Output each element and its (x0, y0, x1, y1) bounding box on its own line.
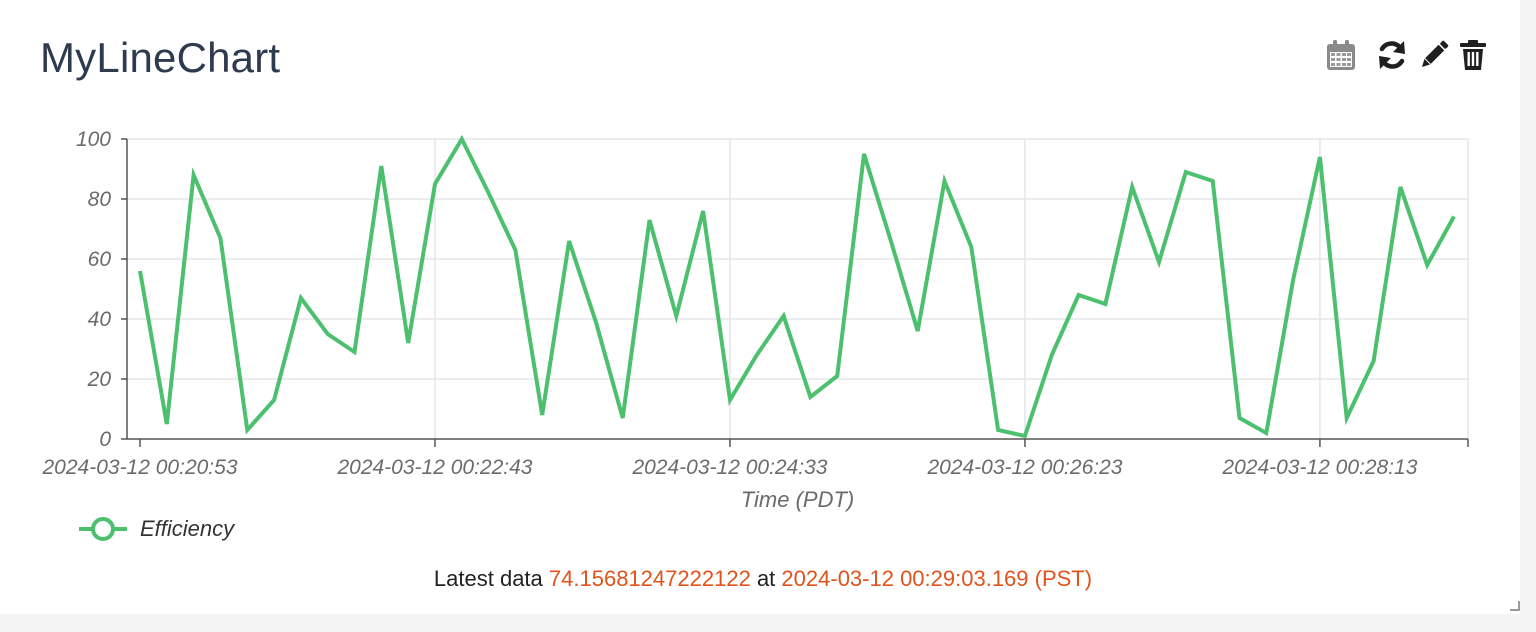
data-point (1264, 431, 1268, 435)
x-tick-label: 2024-03-12 00:24:33 (631, 456, 827, 479)
data-point (1238, 416, 1242, 420)
x-tick-label: 2024-03-12 00:28:13 (1221, 456, 1417, 479)
data-point (433, 182, 437, 186)
y-tick-label: 100 (76, 128, 111, 151)
data-point (1398, 185, 1402, 189)
data-point (594, 320, 598, 324)
data-point (1023, 434, 1027, 438)
data-point (272, 398, 276, 402)
latest-data-prefix: Latest data (433, 566, 543, 591)
data-point (138, 269, 142, 273)
data-point (621, 416, 625, 420)
resize-handle-icon[interactable] (1509, 600, 1520, 611)
y-tick-label: 40 (88, 308, 112, 331)
data-point (969, 245, 973, 249)
legend-item-efficiency[interactable]: Efficiency (78, 512, 234, 546)
calendar-icon[interactable] (1324, 38, 1358, 72)
data-point (1184, 170, 1188, 174)
y-tick-label: 0 (99, 428, 111, 451)
legend-label: Efficiency (140, 516, 235, 541)
series-line-efficiency (138, 134, 1456, 439)
data-point (567, 239, 571, 243)
latest-data-at: at (756, 566, 776, 591)
data-point (1130, 185, 1134, 189)
chart-series (138, 134, 1456, 439)
data-point (1211, 179, 1215, 183)
chart-grid (127, 138, 1469, 439)
trash-icon[interactable] (1458, 38, 1488, 72)
chart-card: MyLineChart (0, 0, 1520, 614)
data-point (808, 395, 812, 399)
y-tick-label: 80 (88, 188, 112, 211)
refresh-icon[interactable] (1376, 38, 1408, 72)
data-point (326, 332, 330, 336)
data-point (1291, 278, 1295, 282)
chart-axes (121, 138, 1469, 447)
y-axis-labels: 0 20 40 60 80 100 (76, 128, 111, 451)
data-point (1372, 359, 1376, 363)
data-point (1318, 155, 1322, 159)
page-title: MyLineChart (40, 34, 281, 81)
data-point (192, 173, 196, 177)
data-point (648, 218, 652, 222)
data-point (540, 413, 544, 417)
data-point (996, 428, 1000, 432)
data-point (245, 428, 249, 432)
data-point (889, 239, 893, 243)
data-point (1157, 260, 1161, 264)
latest-data-value: 74.15681247222122 (548, 566, 751, 591)
data-point (1103, 302, 1107, 306)
x-axis-title: Time (PDT) (741, 487, 854, 512)
data-point (1050, 353, 1054, 357)
legend-marker-icon (79, 517, 127, 541)
pencil-icon[interactable] (1418, 38, 1450, 72)
x-tick-label: 2024-03-12 00:26:23 (926, 456, 1122, 479)
data-point (218, 236, 222, 240)
data-point (1345, 416, 1349, 420)
data-point (674, 314, 678, 318)
data-point (299, 296, 303, 300)
data-point (701, 209, 705, 213)
x-tick-label: 2024-03-12 00:20:53 (42, 456, 238, 479)
data-point (406, 341, 410, 345)
latest-data-line: Latest data 74.15681247222122 at 2024-03… (0, 566, 1526, 592)
data-point (379, 164, 383, 168)
data-point (755, 353, 759, 357)
data-point (835, 374, 839, 378)
data-point (1425, 263, 1429, 267)
data-point (916, 329, 920, 333)
data-point (487, 191, 491, 195)
y-tick-label: 60 (88, 248, 112, 271)
data-point (728, 398, 732, 402)
data-point (513, 248, 517, 252)
x-tick-label: 2024-03-12 00:22:43 (336, 456, 532, 479)
data-point (353, 350, 357, 354)
x-axis-labels: 2024-03-12 00:20:53 2024-03-12 00:22:43 20… (42, 456, 1418, 479)
data-point (782, 314, 786, 318)
y-tick-label: 20 (87, 368, 112, 391)
data-point (862, 152, 866, 156)
data-point (165, 422, 169, 426)
data-point (1077, 293, 1081, 297)
data-point (460, 137, 464, 141)
data-point (1452, 215, 1456, 219)
latest-data-timestamp: 2024-03-12 00:29:03.169 (PST) (781, 566, 1093, 591)
data-point (943, 179, 947, 183)
